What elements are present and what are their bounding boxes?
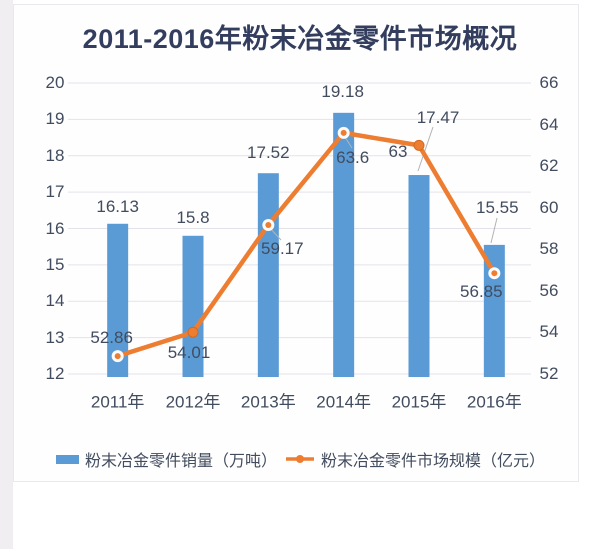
legend-bar-swatch-icon [56, 454, 79, 464]
chart-card [13, 4, 579, 482]
legend-label-sales: 粉末冶金零件销量（万吨） [85, 453, 278, 470]
legend-label-market-scale: 粉末冶金零件市场规模（亿元） [321, 453, 546, 470]
legend-item-market-scale: 粉末冶金零件市场规模（亿元） [285, 447, 545, 471]
chart-legend: 粉末冶金零件销量（万吨） 粉末冶金零件市场规模（亿元） [56, 448, 545, 470]
page-left-margin [0, 0, 13, 549]
chart-title: 2011-2016年粉末冶金零件市场概况 [82, 24, 518, 54]
legend-item-sales: 粉末冶金零件销量（万吨） [56, 447, 277, 471]
legend-line-swatch-icon [286, 455, 315, 463]
